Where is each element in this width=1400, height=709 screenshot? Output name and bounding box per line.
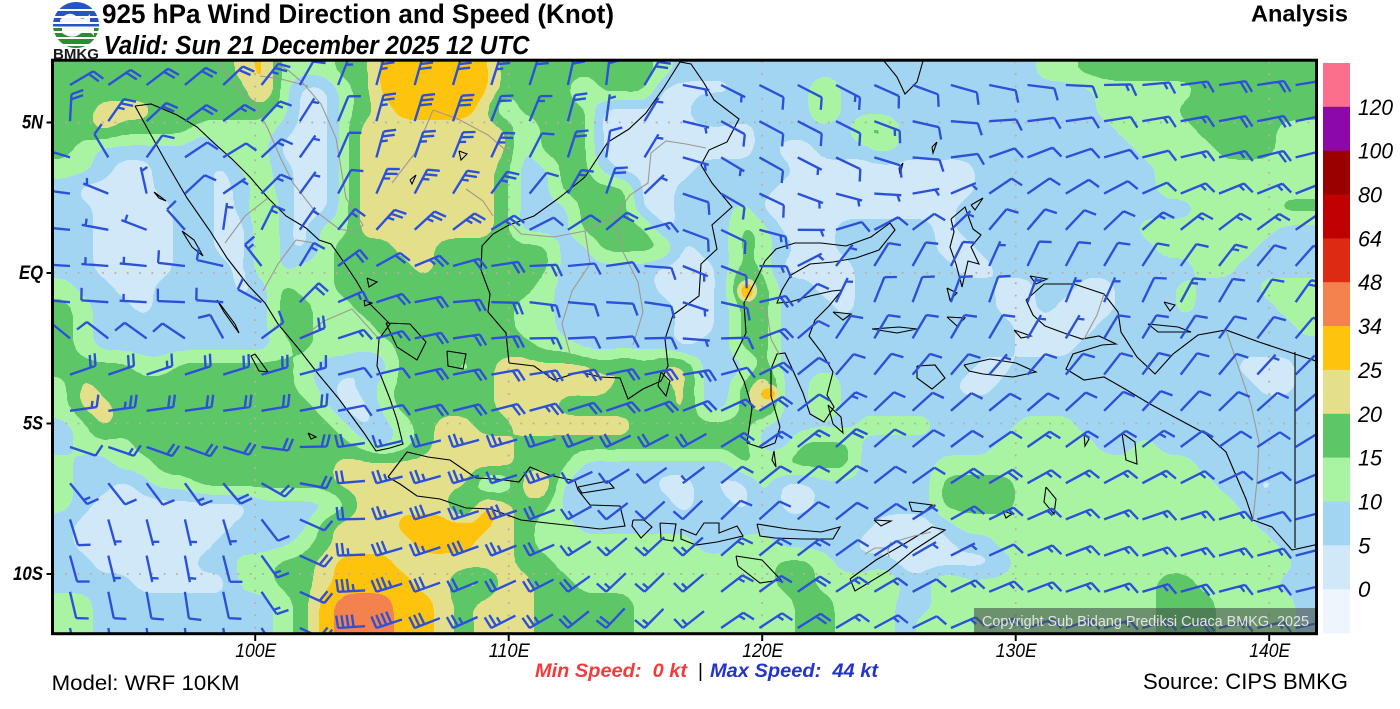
svg-text:Max Speed: 44 kt: Max Speed: 44 kt: [710, 661, 879, 682]
svg-text:5N: 5N: [22, 112, 44, 134]
svg-text:34: 34: [1358, 314, 1382, 339]
svg-text:15: 15: [1358, 446, 1383, 471]
svg-text:Source: CIPS BMKG: Source: CIPS BMKG: [1143, 669, 1348, 694]
svg-text:10: 10: [1358, 490, 1383, 515]
svg-text:140E: 140E: [1249, 640, 1291, 662]
svg-text:5S: 5S: [23, 413, 43, 435]
svg-text:120: 120: [1358, 95, 1394, 120]
svg-text:130E: 130E: [996, 640, 1038, 662]
svg-text:10S: 10S: [13, 563, 43, 585]
svg-text:80: 80: [1358, 183, 1383, 208]
svg-text:100: 100: [1358, 139, 1394, 164]
svg-text:Copyright Sub Bidang Prediksi: Copyright Sub Bidang Prediksi Cuaca BMKG…: [982, 613, 1309, 630]
svg-text:EQ: EQ: [19, 262, 43, 284]
svg-text:925 hPa Wind Direction and Spe: 925 hPa Wind Direction and Speed (Knot): [102, 0, 614, 29]
svg-text:0: 0: [1358, 577, 1371, 602]
svg-text:110E: 110E: [489, 640, 531, 662]
svg-text:100E: 100E: [235, 640, 277, 662]
svg-text:64: 64: [1358, 226, 1382, 251]
svg-text:5: 5: [1358, 533, 1371, 558]
svg-text:Model: WRF 10KM: Model: WRF 10KM: [52, 671, 240, 695]
svg-text:Min Speed: 0 kt: Min Speed: 0 kt: [535, 661, 688, 682]
svg-text:48: 48: [1358, 270, 1383, 295]
svg-text:20: 20: [1357, 402, 1383, 427]
svg-text:BMKG: BMKG: [53, 47, 99, 63]
svg-text:Valid: Sun 21 December 2025 12: Valid: Sun 21 December 2025 12 UTC: [104, 32, 531, 60]
svg-text:25: 25: [1357, 358, 1383, 383]
svg-text:|: |: [698, 661, 703, 682]
svg-text:Analysis: Analysis: [1251, 1, 1348, 27]
svg-text:120E: 120E: [742, 640, 784, 662]
